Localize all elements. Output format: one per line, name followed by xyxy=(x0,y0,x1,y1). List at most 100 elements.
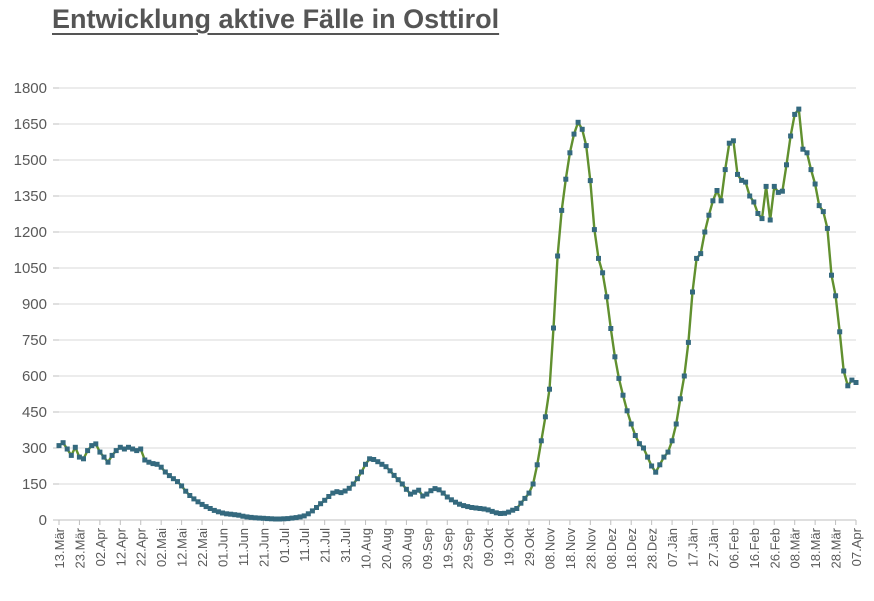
data-point xyxy=(710,198,716,204)
y-tick-label: 150 xyxy=(22,476,47,493)
x-tick-label: 17.Jän xyxy=(686,528,701,567)
data-point xyxy=(158,464,164,470)
data-point xyxy=(228,511,234,517)
data-point xyxy=(93,441,99,447)
data-point xyxy=(702,229,708,235)
x-tick-label: 28.Mär xyxy=(829,527,844,568)
data-point xyxy=(338,490,344,496)
x-tick-label: 30.Aug xyxy=(399,528,414,569)
data-point xyxy=(457,501,462,507)
data-point xyxy=(800,146,806,152)
data-point xyxy=(771,183,777,189)
data-point xyxy=(555,253,561,259)
data-point xyxy=(183,488,189,494)
x-tick-label: 22.Apr xyxy=(134,527,149,566)
data-point xyxy=(829,272,834,278)
x-tick-label: 01.Jun xyxy=(215,528,230,567)
data-point xyxy=(309,508,315,514)
y-tick-label: 750 xyxy=(22,332,47,349)
data-point xyxy=(632,433,638,438)
data-point xyxy=(436,487,442,493)
y-tick-label: 1500 xyxy=(14,152,47,169)
data-point xyxy=(412,489,418,495)
data-point xyxy=(612,354,618,360)
data-point xyxy=(755,211,761,216)
data-point xyxy=(85,448,91,454)
x-tick-label: 09.Okt xyxy=(481,528,496,567)
data-point xyxy=(248,514,254,520)
data-point xyxy=(89,443,95,449)
x-tick-label: 02.Apr xyxy=(93,527,108,566)
data-point xyxy=(485,507,491,513)
data-point xyxy=(649,463,655,469)
data-point xyxy=(465,504,471,510)
x-tick-label: 28.Nov xyxy=(583,528,598,570)
data-point xyxy=(518,500,524,506)
data-point xyxy=(383,464,389,470)
data-point xyxy=(260,515,266,521)
data-point xyxy=(735,171,740,177)
x-tick-label: 01.Jul xyxy=(277,528,292,563)
data-point xyxy=(563,176,569,182)
data-point xyxy=(121,446,127,452)
data-point xyxy=(792,111,798,117)
data-point xyxy=(493,510,499,516)
data-point xyxy=(690,289,695,295)
data-point xyxy=(514,506,520,511)
data-point xyxy=(166,473,172,479)
data-point xyxy=(273,516,279,522)
data-point xyxy=(833,293,839,299)
x-tick-label: 18.Mär xyxy=(808,527,823,568)
data-point xyxy=(215,509,221,515)
data-point xyxy=(481,506,487,512)
data-markers xyxy=(56,106,859,522)
y-axis-labels: 0 150 300 450 600 750 900 1050 1200 1350 1500 1650 1… xyxy=(14,80,47,529)
y-tick-label: 450 xyxy=(22,404,47,421)
x-tick-label: 27.Jän xyxy=(706,528,721,567)
data-point xyxy=(256,515,262,521)
chart-title: Entwicklung aktive Fälle in Osttirol xyxy=(52,4,500,34)
x-tick-label: 21.Jun xyxy=(256,528,271,567)
data-point xyxy=(759,216,765,222)
data-point xyxy=(60,440,66,446)
data-point xyxy=(334,489,340,495)
data-point xyxy=(293,515,299,521)
data-point xyxy=(538,438,544,444)
data-point xyxy=(399,481,405,487)
data-point xyxy=(853,380,859,385)
data-point xyxy=(620,392,626,398)
data-point xyxy=(849,377,855,383)
y-tick-label: 1800 xyxy=(14,80,47,97)
data-point xyxy=(747,193,753,199)
data-point xyxy=(636,441,642,447)
data-point xyxy=(534,462,540,468)
data-point xyxy=(473,505,479,511)
data-point xyxy=(673,421,679,427)
y-tick-label: 0 xyxy=(39,512,47,529)
x-tick-label: 22.Mai xyxy=(195,528,210,567)
data-point xyxy=(641,445,646,451)
data-point xyxy=(162,469,168,475)
data-point xyxy=(297,514,303,520)
x-tick-label: 02.Mai xyxy=(154,528,169,567)
x-tick-label: 10.Aug xyxy=(359,528,374,569)
data-point xyxy=(677,396,683,402)
data-point xyxy=(812,181,818,187)
y-tick-label: 600 xyxy=(22,368,47,385)
data-point xyxy=(403,486,409,492)
data-point xyxy=(698,251,704,257)
data-point xyxy=(305,511,311,517)
data-point xyxy=(142,457,148,463)
data-point xyxy=(448,497,454,503)
data-point xyxy=(244,514,250,520)
data-point xyxy=(440,490,446,496)
data-point xyxy=(624,408,630,414)
data-point xyxy=(779,188,785,194)
axes-and-ticks xyxy=(53,87,857,525)
data-point xyxy=(170,476,176,482)
data-point xyxy=(350,481,356,487)
data-point xyxy=(808,167,814,173)
data-point xyxy=(653,469,659,475)
data-point xyxy=(326,494,332,499)
data-point xyxy=(150,461,156,467)
